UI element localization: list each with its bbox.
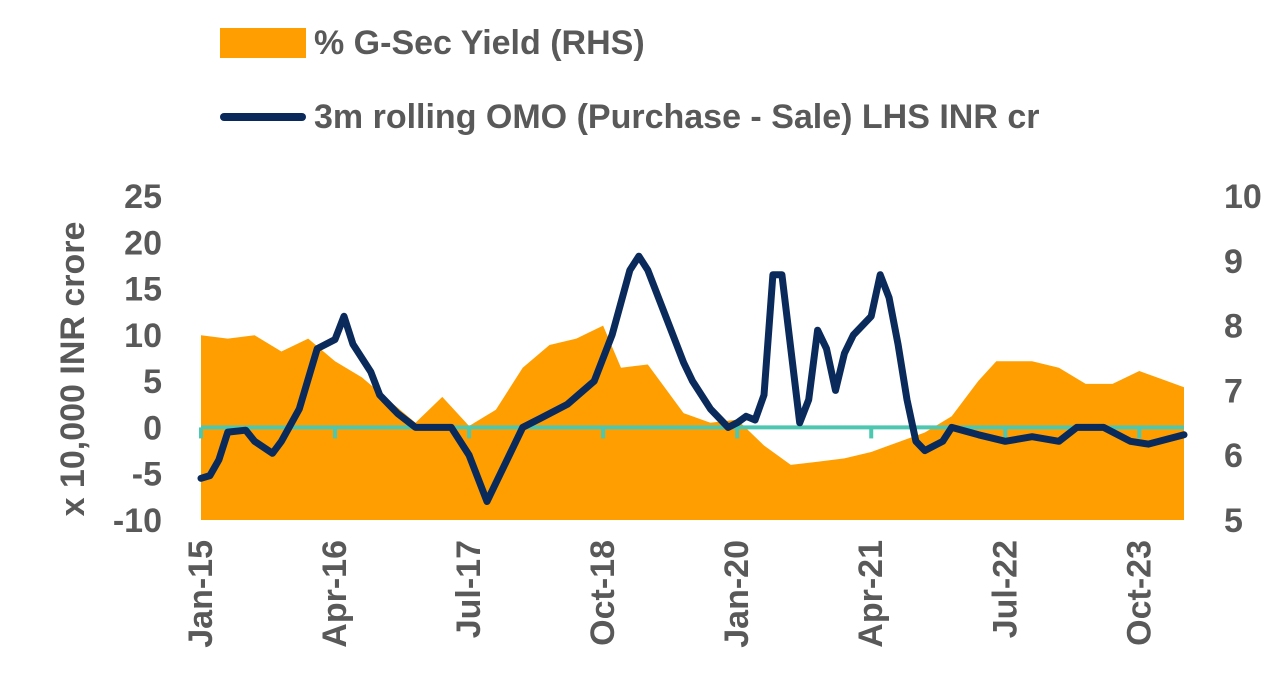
y-right-tick-label: 7 — [1224, 372, 1243, 410]
series-omo-line — [197, 252, 1188, 505]
legend-label-omo: 3m rolling OMO (Purchase - Sale) LHS INR… — [314, 97, 1040, 136]
x-tick-label: Oct-23 — [1120, 540, 1158, 646]
legend-label-yield: % G-Sec Yield (RHS) — [314, 23, 645, 62]
y-left-tick-label: 25 — [124, 178, 162, 216]
y-left-tick-label: 20 — [124, 224, 162, 262]
y-right-tick-label: 5 — [1224, 502, 1243, 540]
x-tick-label: Jan-20 — [718, 540, 756, 648]
series-yield-area — [201, 325, 1184, 520]
legend-item-yield: % G-Sec Yield (RHS) — [220, 18, 645, 68]
x-tick-label: Jul-17 — [450, 540, 488, 638]
y-right-tick-label: 9 — [1224, 243, 1243, 281]
legend-item-omo: 3m rolling OMO (Purchase - Sale) LHS INR… — [220, 92, 1040, 142]
y-left-tick-label: 10 — [124, 317, 162, 355]
legend-swatch-omo — [220, 113, 306, 121]
x-tick-label: Apr-16 — [316, 540, 354, 648]
x-tick-label: Jul-22 — [986, 540, 1024, 638]
y-right-tick-label: 6 — [1224, 437, 1243, 475]
y-left-tick-label: -5 — [132, 456, 162, 494]
y-left-tick-label: -10 — [113, 502, 162, 540]
y-axis-label: x 10,000 INR crore — [54, 222, 92, 517]
legend-swatch-yield — [220, 28, 306, 58]
y-left-tick-label: 15 — [124, 271, 162, 309]
x-tick-label: Oct-18 — [584, 540, 622, 646]
x-tick-label: Jan-15 — [182, 540, 220, 648]
y-right-tick-label: 8 — [1224, 308, 1243, 346]
x-tick-label: Apr-21 — [852, 540, 890, 648]
y-left-tick-label: 0 — [143, 409, 162, 447]
y-right-tick-label: 10 — [1224, 178, 1262, 216]
y-left-tick-label: 5 — [143, 363, 162, 401]
